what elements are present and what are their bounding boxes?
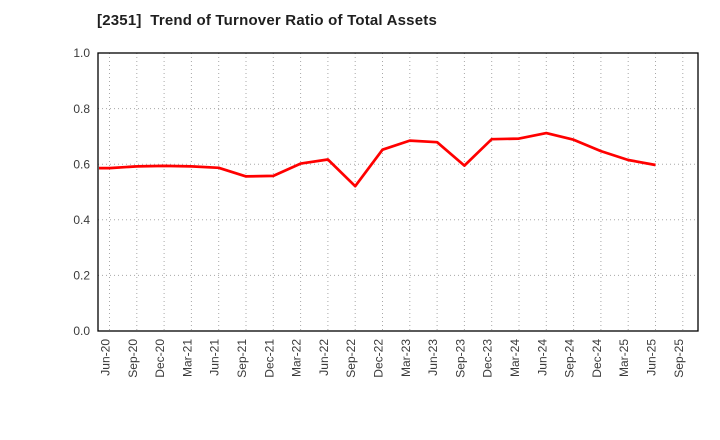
x-tick-label: Dec-23 (481, 339, 495, 378)
x-tick-label: Mar-23 (399, 339, 413, 377)
y-tick-label: 1.0 (73, 46, 90, 60)
x-tick-label: Sep-25 (672, 339, 686, 378)
x-tick-label: Jun-22 (317, 339, 331, 376)
x-tick-label: Jun-24 (535, 339, 549, 376)
y-tick-label: 0.2 (73, 269, 90, 283)
x-tick-label: Jun-20 (99, 339, 113, 376)
x-tick-label: Dec-22 (372, 339, 386, 378)
x-tick-label: Dec-21 (262, 339, 276, 378)
y-tick-label: 0.8 (73, 102, 90, 116)
x-tick-label: Mar-21 (180, 339, 194, 377)
x-tick-label: Jun-21 (208, 339, 222, 376)
x-tick-label: Mar-24 (508, 339, 522, 377)
x-tick-label: Sep-24 (563, 339, 577, 378)
plot-border (97, 52, 699, 332)
x-tick-label: Dec-20 (153, 339, 167, 378)
x-tick-label: Sep-20 (126, 339, 140, 378)
x-tick-label: Sep-21 (235, 339, 249, 378)
x-tick-label: Jun-25 (645, 339, 659, 376)
x-tick-label: Sep-22 (344, 339, 358, 378)
series-line-turnover-ratio (99, 131, 656, 188)
x-tick-label: Jun-23 (426, 339, 440, 376)
y-tick-label: 0.6 (73, 157, 90, 171)
y-tick-label: 0.4 (73, 213, 90, 227)
y-tick-label: 0.0 (73, 324, 90, 338)
chart-title: [2351] Trend of Turnover Ratio of Total … (97, 12, 438, 29)
x-tick-label: Mar-22 (290, 339, 304, 377)
x-tick-label: Mar-25 (617, 339, 631, 377)
x-tick-label: Dec-24 (590, 339, 604, 378)
x-tick-label: Sep-23 (453, 339, 467, 378)
